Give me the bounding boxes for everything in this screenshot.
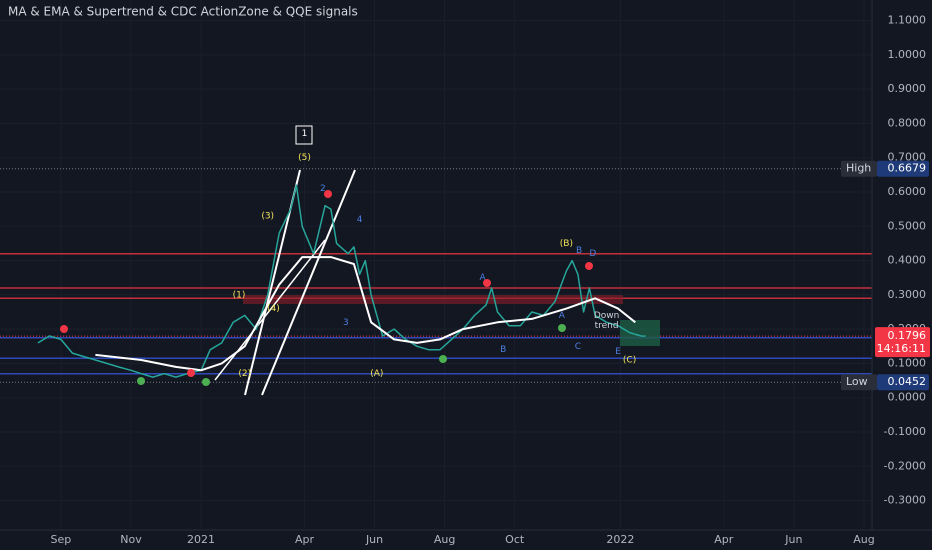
x-tick-label: Apr [295,533,315,546]
high-value-bg [877,160,929,177]
sell-signal [585,262,593,270]
signals [60,190,593,386]
annotation: A [479,273,486,283]
x-tick-label: Jun [784,533,802,546]
series-line [37,184,646,378]
x-tick-label: Nov [120,533,142,546]
annotation: 3 [343,318,349,328]
series-line [95,256,636,372]
annotation: trend [595,321,619,331]
target-box [620,320,660,346]
annotation: D [589,249,596,259]
high-tag: High [846,162,871,175]
grid [0,0,872,528]
sell-signal [60,325,68,333]
wave-box [295,125,313,145]
low-value-bg [877,374,929,391]
y-tick-label: 1.1000 [888,14,927,27]
sell-signal [483,279,491,287]
annotation: C [575,342,581,352]
annotation: E [615,347,621,357]
x-tick-label: Aug [853,533,874,546]
annotation: 1 [302,129,308,139]
sell-signal [324,190,332,198]
low-tag-bg [841,374,877,391]
chart-title: MA & EMA & Supertrend & CDC ActionZone &… [8,5,358,19]
annotation: (2) [238,369,251,379]
annotation: (B) [560,239,573,249]
annotation: 2 [320,184,326,194]
annotation: B [576,246,582,256]
buy-signal [137,377,145,385]
y-tick-label: 0.6000 [888,185,927,198]
annotation: (1) [233,290,246,300]
x-tick-label: Sep [51,533,72,546]
axis: 1.1000 1.0000 0.9000 0.8000 0.7000 0.6000 0.50… [51,14,930,546]
y-tick-label: 0.1000 [888,356,927,369]
y-tick-label: 0.5000 [888,219,927,232]
annotation: (C) [623,356,636,366]
y-tick-label: 0.9000 [888,82,927,95]
annotation: Down [594,311,620,321]
x-tick-label: Aug [434,533,455,546]
low-tag: Low [846,375,868,388]
x-tick-label: Jun [365,533,383,546]
buy-signal [558,324,566,332]
y-tick-label: 0.0000 [888,391,927,404]
x-tick-label: 2021 [187,533,215,546]
annotation: (3) [261,212,274,222]
last-price: 0.1796 [888,329,927,342]
y-tick-label: -0.2000 [884,459,926,472]
y-tick-label: 1.0000 [888,48,927,61]
annotation: (4) [267,304,280,314]
low-value: 0.0452 [888,375,927,388]
x-tick-label: 2022 [606,533,634,546]
y-tick-label: 0.7000 [888,151,927,164]
annotation: (A) [370,369,383,379]
high-value: 0.6679 [888,162,927,175]
annotation: B [500,345,506,355]
trend-line [261,169,356,396]
annotation: 4 [357,215,363,225]
trend-line [214,239,326,381]
y-tick-label: 0.8000 [888,116,927,129]
y-tick-label: 0.4000 [888,254,927,267]
y-tick-label: -0.1000 [884,425,926,438]
high-tag-bg [841,160,877,177]
resistance-zone [243,295,623,304]
buy-signal [439,355,447,363]
x-tick-label: Apr [714,533,734,546]
buy-signal [202,378,210,386]
y-tick-label: 0.3000 [888,288,927,301]
x-tick-label: Oct [505,533,525,546]
countdown: 14:16:11 [877,342,926,355]
sell-signal [187,369,195,377]
y-tick-label: -0.3000 [884,494,926,507]
last-price-bg [875,327,930,358]
annotation: A [559,311,566,321]
levels [0,168,872,383]
annotation: (5) [298,153,311,163]
